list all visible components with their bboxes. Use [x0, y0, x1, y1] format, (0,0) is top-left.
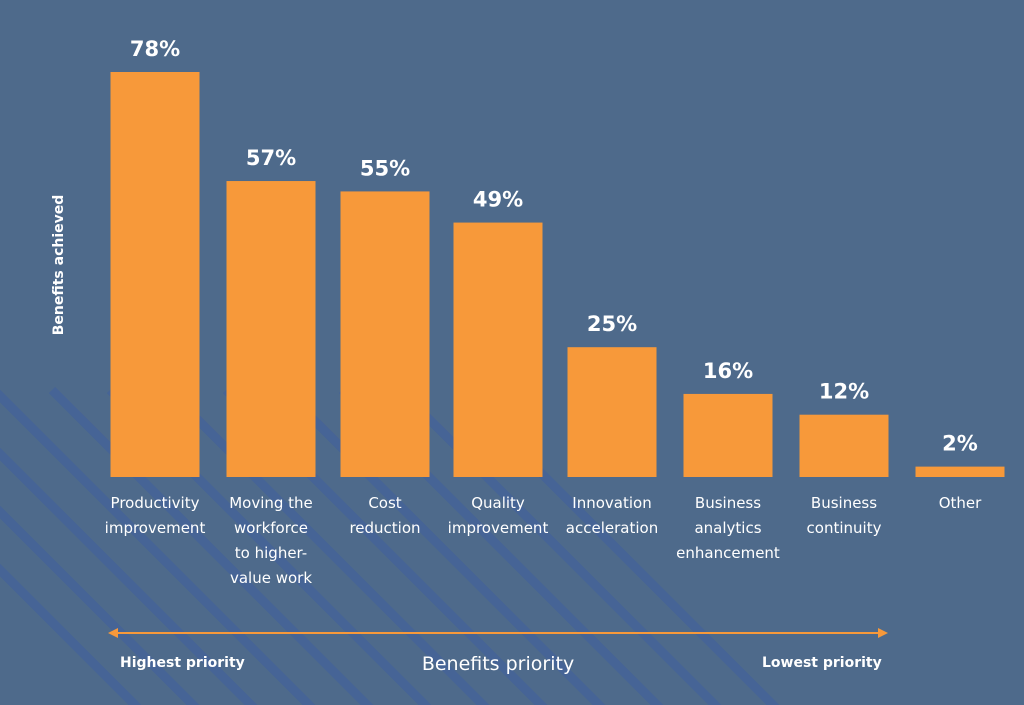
value-labels: 78% 57% 55% 49% 25% 16% 12% 2%	[130, 37, 978, 456]
value-label: 16%	[703, 359, 753, 383]
decor-stripe	[0, 389, 316, 705]
category-label: Quality improvement	[448, 494, 549, 537]
bar	[226, 181, 316, 478]
bar	[340, 191, 430, 477]
bar	[567, 347, 657, 477]
bar	[799, 414, 889, 477]
bar	[110, 72, 200, 477]
bar	[683, 393, 773, 477]
arrow-left-head	[108, 628, 118, 638]
value-label: 78%	[130, 37, 180, 61]
decor-stripe	[164, 386, 490, 705]
value-label: 2%	[942, 432, 978, 456]
category-label: Business continuity	[807, 494, 882, 537]
value-label: 25%	[587, 312, 637, 336]
category-label: Cost reduction	[349, 494, 420, 537]
highest-priority-label: Highest priority	[120, 655, 245, 671]
bar	[453, 222, 543, 477]
category-label: Moving the workforce to higher-value work	[229, 494, 313, 587]
value-label: 12%	[819, 380, 869, 404]
category-labels: Productivity improvement Moving the workfor…	[105, 494, 982, 587]
decor-stripe	[0, 563, 142, 705]
value-label: 49%	[473, 188, 523, 212]
category-label: Productivity improvement	[105, 494, 206, 537]
decor-stripe	[48, 386, 374, 705]
decor-stripe	[0, 505, 200, 705]
value-label: 57%	[246, 146, 296, 170]
category-label: Business analytics enhancement	[676, 494, 780, 562]
lowest-priority-label: Lowest priority	[762, 655, 882, 671]
decor-stripe	[0, 447, 258, 705]
arrow-right-head	[878, 628, 888, 638]
x-axis-label: Benefits priority	[421, 653, 575, 675]
bar	[915, 466, 1005, 477]
priority-arrow	[108, 628, 888, 638]
value-label: 55%	[360, 156, 410, 180]
decor-stripe	[280, 386, 606, 705]
category-label: Innovation acceleration	[566, 494, 658, 537]
category-label: Other	[939, 494, 982, 512]
y-axis-label: Benefits achieved	[51, 194, 67, 336]
bar-series	[110, 72, 1005, 478]
